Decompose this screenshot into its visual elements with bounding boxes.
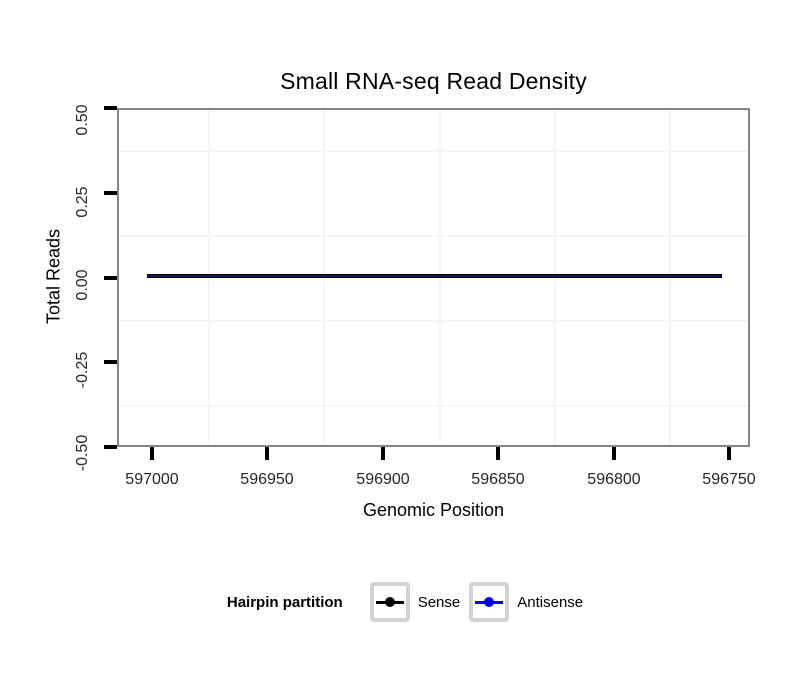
minor-gridline-horizontal [119,235,748,237]
legend-title: Hairpin partition [226,593,343,611]
legend-label-antisense: Antisense [517,593,584,611]
y-tick [104,276,117,280]
x-tick-label: 596750 [702,471,756,488]
x-tick [612,447,616,460]
sense-dot-glyph [384,597,395,607]
y-tick-label: 0.00 [74,269,91,301]
y-tick-label: 0.50 [74,104,91,136]
legend-item-sense: Sense [369,582,461,622]
minor-gridline-horizontal [119,150,748,152]
minor-gridline-horizontal [119,405,748,407]
y-tick-label: 0.25 [74,186,91,218]
y-tick [104,106,117,110]
x-tick [727,447,731,460]
y-tick-label: -0.25 [74,351,91,389]
sense-line [147,274,722,278]
y-axis-title: Total Reads [43,228,64,325]
chart-title: Small RNA-seq Read Density [280,68,587,94]
y-tick [104,445,117,449]
sense-key-icon [369,582,410,622]
minor-gridline-horizontal [119,320,748,322]
y-tick-label: -0.50 [74,434,91,472]
x-tick-label: 597000 [125,471,179,488]
antisense-key-icon [469,582,510,622]
antisense-line-overlap [147,275,722,277]
x-tick-label: 596850 [471,471,525,488]
y-tick [104,360,117,364]
x-axis-title: Genomic Position [362,500,505,520]
legend-item-antisense: Antisense [469,582,583,622]
x-tick [381,447,385,460]
legend: Hairpin partition Sense Antisense [0,580,810,624]
x-tick [150,447,154,460]
plot-panel [117,108,750,447]
x-tick-label: 596900 [356,471,410,488]
x-tick-label: 596800 [587,471,641,488]
legend-label-sense: Sense [417,593,461,611]
x-tick [265,447,269,460]
antisense-dot-glyph [484,597,495,607]
x-tick [496,447,500,460]
x-tick-label: 596950 [240,471,294,488]
y-tick [104,191,117,195]
